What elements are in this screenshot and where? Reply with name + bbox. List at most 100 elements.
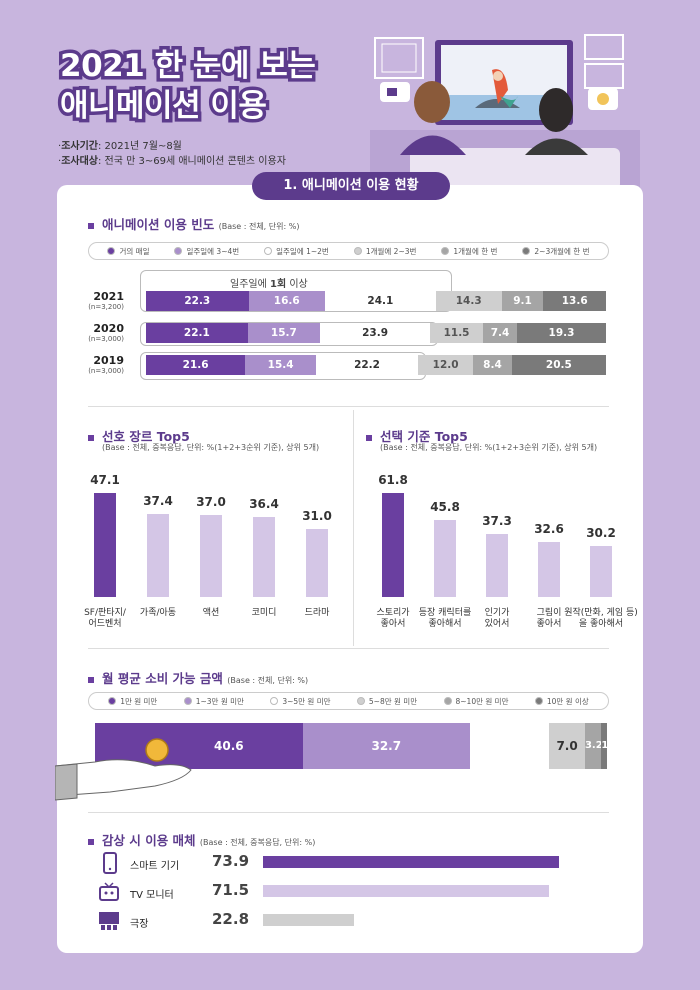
coin-icon: [145, 738, 169, 762]
frequency-segment: 11.5: [430, 323, 484, 343]
data-label: 32.6: [534, 522, 564, 537]
legend-label: 일주일에 3~4번: [186, 246, 240, 256]
category-label: 등장 캐릭터를 좋아해서: [418, 608, 472, 630]
frequency-heading: 애니메이션 이용 빈도 (Base : 전체, 단위: %): [88, 214, 299, 233]
legend-label: 1~3만 원 미만: [195, 696, 244, 706]
media-label: TV 모니터: [130, 890, 174, 901]
legend-item: 1개월에 한 번: [441, 246, 497, 257]
frequency-segment: 13.6: [543, 291, 606, 311]
legend-swatch: [522, 247, 531, 255]
category-label: 액션: [202, 608, 220, 618]
legend-swatch: [264, 247, 273, 255]
frequency-bar: 22.3 16.6 24.1 14.3 9.1 13.6: [146, 291, 606, 311]
chart-bar: [94, 493, 116, 597]
year-label: 2020: [93, 322, 124, 335]
legend-swatch: [174, 247, 183, 255]
legend-swatch: [353, 247, 362, 255]
legend-swatch: [443, 697, 452, 705]
media-bar: [263, 914, 355, 926]
media-value: 73.9: [212, 852, 250, 870]
cinema-icon: [99, 912, 119, 930]
legend-label: 1개월에 2~3번: [365, 246, 417, 256]
legend-label: 3~5만 원 미만: [282, 696, 331, 706]
media-bar: [263, 856, 559, 868]
hand-with-coin-illustration: [55, 738, 192, 801]
data-label: 61.8: [378, 473, 408, 487]
survey-target: ·조사대상: 전국 만 3~69세 애니메이션 콘텐츠 이용자: [58, 156, 286, 167]
survey-period: ·조사기간: 2021년 7월~8월: [58, 141, 182, 152]
hand-icon: [55, 759, 192, 797]
legend-swatch: [183, 697, 192, 705]
chart-bar: [306, 528, 328, 597]
frequency-bar: 21.6 15.4 22.2 12.0 8.4 20.5: [146, 355, 606, 375]
section-title-pill: 1. 애니메이션 이용 현황: [252, 172, 450, 200]
legend-label: 5~8만 원 미만: [368, 696, 418, 706]
frequency-bar: 22.1 15.7 23.9 11.5 7.4 19.3: [146, 323, 606, 343]
chart-bar: [538, 542, 560, 597]
frequency-segment: 12.0: [418, 355, 474, 375]
legend-item: 5~8만 원 미만: [356, 696, 418, 707]
legend-swatch: [441, 247, 450, 255]
data-label: 37.4: [143, 494, 173, 509]
legend-label: 일주일에 1~2번: [276, 246, 329, 256]
data-label: 45.8: [430, 499, 460, 514]
chart-bar: [486, 534, 508, 597]
legend-swatch: [107, 247, 116, 255]
media-value: 71.5: [212, 881, 250, 899]
legend-label: 2~3개월에 한 번: [534, 246, 590, 256]
frequency-segment: 22.1: [146, 323, 248, 343]
spend-segment: 3.2: [584, 723, 603, 769]
legend-swatch: [270, 697, 279, 705]
divider: [88, 812, 609, 813]
genre-subtitle: (Base : 전체, 중복응답, 단위: %(1+2+3순위 기준), 상위 …: [102, 443, 320, 452]
frequency-segment: 15.7: [247, 323, 321, 343]
data-label: 36.4: [249, 496, 279, 511]
media-label: 극장: [130, 919, 149, 930]
chart-bar: [200, 515, 222, 597]
divider-vertical: [353, 410, 354, 646]
legend-swatch: [534, 697, 543, 705]
category-label: 가족/아동: [139, 608, 177, 618]
data-label: 47.1: [90, 473, 120, 487]
n-label: (n=3,200): [88, 303, 124, 311]
year-label: 2019: [93, 354, 124, 367]
legend-item: 1~3만 원 미만: [183, 696, 244, 707]
chart-bar: [590, 546, 612, 597]
frequency-segment: 15.4: [245, 355, 317, 375]
spend-segment: 15.5: [469, 723, 550, 769]
legend-swatch: [108, 697, 117, 705]
frequency-segment: 14.3: [435, 291, 502, 311]
page-title-line1: 2021 한 눈에 보는: [56, 45, 319, 88]
smartphone-icon: [103, 852, 117, 874]
legend-label: 1만 원 미만: [120, 696, 158, 706]
category-label: 그림이 좋아서: [536, 608, 562, 630]
frequency-segment: 7.4: [483, 323, 518, 343]
spend-segment: 32.7: [302, 723, 470, 769]
frequency-segment: 20.5: [511, 355, 606, 375]
category-label: SF/판타지/ 어드벤처: [84, 608, 126, 630]
legend-item: 일주일에 3~4번: [174, 246, 239, 257]
criteria-heading: 선택 기준 Top5: [366, 426, 468, 445]
frequency-legend: 거의 매일 일주일에 3~4번 일주일에 1~2번 1개월에 2~3번 1개월에 한 번…: [88, 242, 609, 260]
legend-swatch: [356, 697, 365, 705]
legend-label: 10만 원 이상: [546, 696, 589, 706]
year-label: 2021: [93, 290, 124, 303]
chart-bar: [434, 519, 456, 597]
legend-item: 10만 원 이상: [534, 696, 589, 707]
data-label: 31.0: [302, 508, 332, 523]
media-bar: [263, 885, 549, 897]
frequency-segment: 23.9: [320, 323, 431, 343]
frequency-segment: 21.6: [146, 355, 246, 375]
frequency-segment: 22.2: [316, 355, 419, 375]
divider: [88, 406, 609, 407]
spend-legend: 1만 원 미만 1~3만 원 미만 3~5만 원 미만 5~8만 원 미만 8~10만 …: [88, 692, 609, 710]
legend-label: 거의 매일: [119, 246, 150, 256]
frequency-segment: 22.3: [146, 291, 249, 311]
criteria-subtitle: (Base : 전체, 중복응답, 단위: %(1+2+3순위 기준), 상위 …: [380, 443, 598, 452]
spend-segment: 1.1: [601, 723, 619, 769]
n-label: (n=3,000): [88, 367, 124, 375]
category-label: 원작(만화, 게임 등) 을 좋아해서: [564, 608, 638, 630]
chart-bar: [382, 493, 404, 597]
legend-label: 1개월에 한 번: [453, 246, 498, 256]
legend-item: 거의 매일: [107, 246, 149, 257]
